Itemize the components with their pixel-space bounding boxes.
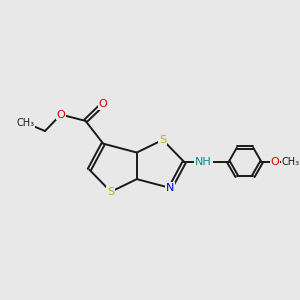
Text: O: O — [99, 99, 108, 109]
Text: N: N — [166, 183, 175, 193]
Text: O: O — [56, 110, 65, 120]
Text: S: S — [159, 135, 166, 145]
Text: CH₃: CH₃ — [16, 118, 34, 128]
Text: CH₃: CH₃ — [281, 157, 300, 167]
Text: NH: NH — [195, 157, 211, 167]
Text: O: O — [270, 157, 279, 167]
Text: S: S — [107, 187, 114, 197]
